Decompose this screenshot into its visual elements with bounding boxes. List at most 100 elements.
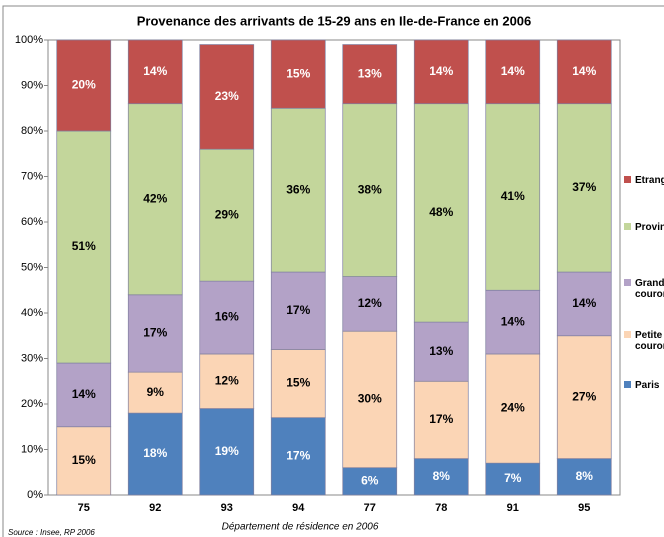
bar-segment xyxy=(127,412,183,496)
data-label: 14% xyxy=(501,314,525,328)
legend-label: Petitecouronne xyxy=(635,330,664,352)
legend-swatch xyxy=(624,279,631,286)
y-tick-label: 40% xyxy=(21,307,43,319)
data-label: 17% xyxy=(286,303,310,317)
legend-label-part: Etranger xyxy=(635,175,664,186)
data-label: 19% xyxy=(215,444,239,458)
bar-segment xyxy=(413,39,469,105)
bar-segment xyxy=(56,39,112,132)
data-label: 51% xyxy=(72,239,96,253)
data-label: 14% xyxy=(572,64,596,78)
bar-segment xyxy=(556,103,612,273)
data-label: 17% xyxy=(429,412,453,426)
data-label: 13% xyxy=(429,344,453,358)
bar-segment xyxy=(127,371,183,414)
bar-segment xyxy=(413,380,469,459)
legend-label: Paris xyxy=(635,380,660,391)
bar-segment xyxy=(556,458,612,496)
y-tick-label: 0% xyxy=(27,489,43,501)
bar-segment xyxy=(485,289,541,355)
y-tick-label: 10% xyxy=(21,443,43,455)
data-label: 17% xyxy=(143,326,167,340)
bar-segment xyxy=(127,39,183,105)
bar-segment xyxy=(56,426,112,496)
data-label: 7% xyxy=(504,471,522,485)
bar-segment xyxy=(56,130,112,364)
data-label: 14% xyxy=(72,387,96,401)
data-label: 6% xyxy=(361,474,379,488)
data-label: 15% xyxy=(72,453,96,467)
x-tick-label: 92 xyxy=(149,502,161,514)
x-tick-label: 94 xyxy=(292,502,305,514)
data-label: 41% xyxy=(501,189,525,203)
legend-label-part: couronne xyxy=(635,289,664,300)
y-tick-label: 60% xyxy=(21,216,43,228)
x-tick-label: 77 xyxy=(364,502,376,514)
source: Source : Insee, RP 2006 xyxy=(8,528,95,537)
data-label: 37% xyxy=(572,180,596,194)
bar-segment xyxy=(199,280,255,355)
legend-label-part: couronne xyxy=(635,341,664,352)
data-label: 8% xyxy=(433,469,451,483)
data-label: 48% xyxy=(429,205,453,219)
bar-segment xyxy=(556,335,612,459)
chart-title: Provenance des arrivants de 15-29 ans en… xyxy=(137,13,532,28)
data-label: 23% xyxy=(215,89,239,103)
legend-label: Grandecouronne xyxy=(635,278,664,300)
legend-swatch xyxy=(624,381,631,388)
bar-segment xyxy=(342,44,398,105)
legend-label-part: Petite xyxy=(635,330,663,341)
data-label: 30% xyxy=(358,392,382,406)
x-tick-label: 91 xyxy=(507,502,519,514)
bar-segment xyxy=(342,330,398,469)
data-label: 15% xyxy=(286,66,310,80)
data-label: 12% xyxy=(358,296,382,310)
bar-segment xyxy=(127,103,183,296)
data-label: 29% xyxy=(215,207,239,221)
bar-segment xyxy=(199,353,255,409)
y-tick-label: 90% xyxy=(21,79,43,91)
x-tick-label: 78 xyxy=(435,502,447,514)
data-label: 42% xyxy=(143,191,167,205)
data-label: 38% xyxy=(358,182,382,196)
bar-segment xyxy=(199,408,255,496)
bar-segment xyxy=(199,148,255,282)
data-label: 36% xyxy=(286,182,310,196)
bar-segment xyxy=(270,349,326,418)
y-tick-label: 30% xyxy=(21,352,43,364)
legend-swatch xyxy=(624,331,631,338)
x-axis-label: Département de résidence en 2006 xyxy=(222,522,379,533)
bar-segment xyxy=(270,107,326,273)
x-tick-label: 95 xyxy=(578,502,590,514)
legend-label: Etranger xyxy=(635,175,664,186)
data-label: 8% xyxy=(576,469,594,483)
y-tick-label: 20% xyxy=(21,398,43,410)
bar-segment xyxy=(485,39,541,105)
y-tick-label: 70% xyxy=(21,170,43,182)
bar-segment xyxy=(413,458,469,496)
chart-frame xyxy=(2,5,664,537)
data-label: 14% xyxy=(501,64,525,78)
bar-segment xyxy=(270,417,326,496)
bar-segment xyxy=(342,103,398,277)
legend-swatch xyxy=(624,176,631,183)
legend-label-part: Province xyxy=(635,222,664,233)
bar-segment xyxy=(485,353,541,464)
data-label: 14% xyxy=(143,64,167,78)
data-label: 18% xyxy=(143,446,167,460)
data-label: 9% xyxy=(147,385,165,399)
y-tick-label: 100% xyxy=(15,34,43,46)
data-label: 27% xyxy=(572,389,596,403)
bar-segment xyxy=(556,39,612,105)
x-tick-label: 93 xyxy=(221,502,233,514)
data-label: 14% xyxy=(572,296,596,310)
bar-segment xyxy=(485,462,541,496)
data-label: 20% xyxy=(72,78,96,92)
bar-segment xyxy=(342,276,398,332)
data-label: 17% xyxy=(286,448,310,462)
legend-swatch xyxy=(624,223,631,230)
legend-label-part: Paris xyxy=(635,380,660,391)
data-label: 16% xyxy=(215,310,239,324)
bar-segment xyxy=(556,271,612,337)
